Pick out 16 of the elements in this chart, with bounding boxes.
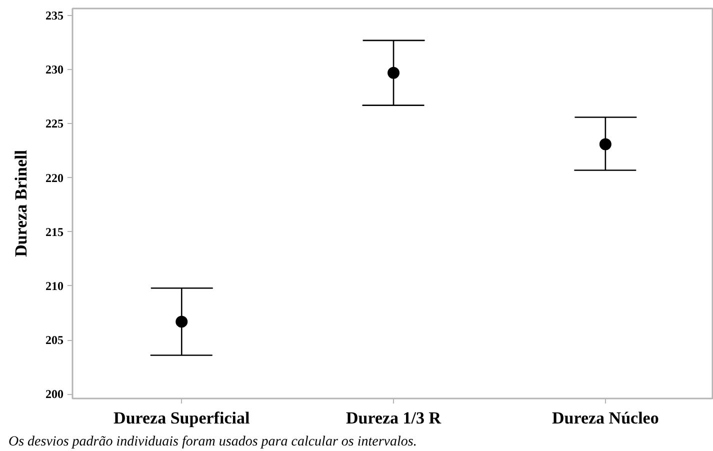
y-tick-label: 235 xyxy=(46,8,64,23)
y-tick-label: 220 xyxy=(46,170,64,185)
x-tick-label: Dureza 1/3 R xyxy=(346,408,442,428)
y-tick-label: 225 xyxy=(46,116,64,131)
y-axis-title: Dureza Brinell xyxy=(12,150,30,257)
y-tick-label: 215 xyxy=(46,224,64,239)
y-tick-label: 205 xyxy=(46,333,64,348)
y-tick-label: 200 xyxy=(46,387,64,402)
point xyxy=(599,138,612,150)
y-tick-label: 210 xyxy=(46,278,64,293)
point xyxy=(176,316,188,328)
x-tick-label: Dureza Núcleo xyxy=(552,408,659,428)
point xyxy=(388,66,400,79)
y-tick-label: 230 xyxy=(46,62,64,77)
x-tick-label: Dureza Superficial xyxy=(114,408,250,428)
text: Os desvios padrão individuais foram usados para calcular os intervalos. xyxy=(8,434,417,450)
